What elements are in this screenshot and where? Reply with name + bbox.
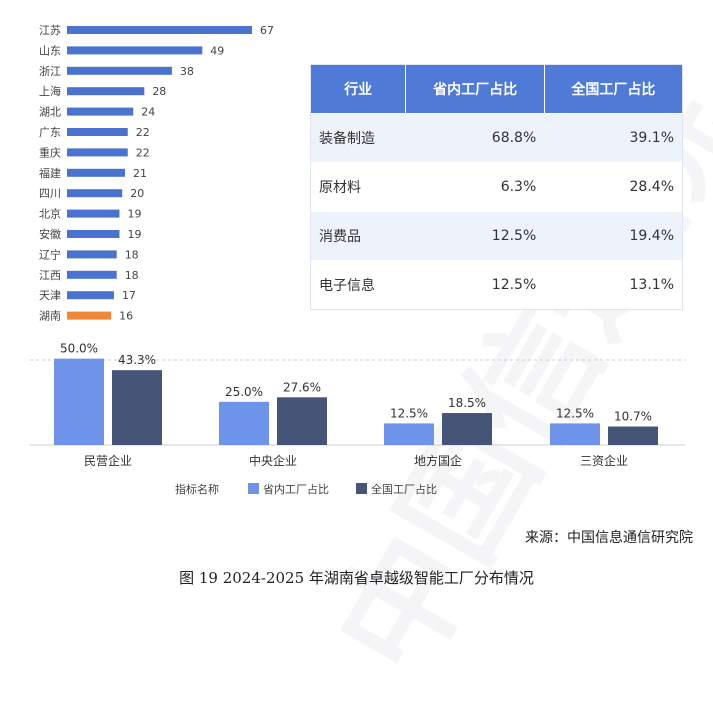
table-header-row: 行业 省内工厂占比 全国工厂占比 (311, 65, 682, 114)
province-value-label: 21 (133, 167, 147, 180)
province-label: 天津 (39, 289, 61, 302)
ownership-bar (384, 423, 434, 445)
province-label: 湖北 (39, 106, 61, 119)
province-value-label: 22 (136, 126, 150, 139)
province-bar (67, 168, 125, 177)
province-label: 浙江 (39, 65, 61, 78)
ownership-value-label: 12.5% (556, 406, 594, 420)
table-column-header: 全国工厂占比 (544, 65, 682, 114)
ownership-bar (219, 401, 269, 445)
province-bar (67, 209, 120, 218)
ownership-value-label: 27.6% (283, 380, 321, 394)
table-cell-industry: 原材料 (311, 162, 406, 212)
ownership-category-label: 中央企业 (249, 453, 297, 468)
province-value-label: 20 (130, 187, 144, 200)
ownership-category-label: 民营企业 (84, 453, 132, 468)
province-label: 安徽 (39, 227, 61, 241)
province-label: 湖南 (39, 310, 61, 323)
ownership-bar (54, 358, 104, 445)
table-cell-value: 39.1% (544, 113, 682, 163)
ownership-value-label: 18.5% (448, 396, 486, 410)
ownership-value-label: 10.7% (614, 410, 652, 424)
table-cell-value: 13.1% (544, 260, 682, 309)
province-bar (67, 87, 145, 96)
ownership-value-label: 25.0% (225, 385, 263, 399)
province-bar (67, 291, 114, 300)
table-cell-industry: 电子信息 (311, 260, 406, 309)
legend-swatch (248, 483, 259, 494)
table-cell-industry: 装备制造 (311, 113, 406, 163)
ownership-bar (277, 397, 327, 445)
legend-label: 省内工厂占比 (263, 482, 329, 496)
province-bar (67, 26, 252, 34)
table-cell-value: 28.4% (544, 162, 682, 212)
legend-title: 指标名称 (175, 482, 219, 496)
table-row: 原材料 6.3% 28.4% (311, 162, 682, 212)
province-bar (67, 148, 128, 157)
table-cell-value: 6.3% (405, 162, 545, 212)
province-value-label: 38 (180, 65, 194, 78)
table-row: 电子信息 12.5% 13.1% (311, 260, 682, 309)
province-label: 上海 (39, 84, 61, 98)
table-cell-value: 68.8% (405, 113, 545, 163)
source-note: 来源：中国信息通信研究院 (525, 530, 693, 546)
industry-table: 行业 省内工厂占比 全国工厂占比 装备制造 68.8% 39.1% 原材料 6.3% 28.4… (310, 64, 683, 310)
province-label: 广东 (39, 126, 61, 139)
legend-label: 全国工厂占比 (371, 482, 437, 496)
ownership-bar (112, 370, 162, 445)
table-cell-value: 12.5% (405, 260, 545, 309)
province-bar (67, 189, 123, 198)
ownership-value-label: 43.3% (118, 353, 156, 367)
province-value-label: 19 (127, 228, 141, 241)
province-value-label: 28 (152, 85, 166, 98)
province-value-label: 49 (210, 44, 224, 57)
ownership-bar (608, 426, 658, 445)
figure-caption: 图 19 2024-2025 年湖南省卓越级智能工厂分布情况 (179, 569, 534, 587)
province-label: 四川 (39, 187, 61, 200)
table-cell-industry: 消费品 (311, 211, 406, 261)
table-cell-value: 19.4% (544, 211, 682, 261)
province-bar (67, 270, 117, 279)
province-bar (67, 66, 172, 75)
province-value-label: 67 (260, 24, 274, 37)
legend-swatch (356, 483, 367, 494)
province-bar (67, 230, 120, 238)
ownership-bar (550, 423, 600, 445)
province-value-label: 18 (125, 269, 139, 282)
province-label: 江西 (39, 269, 61, 282)
province-bar-chart: 江苏 67 山东 49 浙江 38 上海 28 湖北 24 广东 22 重庆 22 福建 21 四川 20 北京 19… (39, 24, 274, 323)
province-value-label: 24 (141, 106, 155, 119)
province-bar (67, 250, 117, 259)
province-value-label: 17 (122, 289, 136, 302)
province-label: 北京 (39, 207, 61, 221)
province-value-label: 19 (127, 208, 141, 221)
province-label: 重庆 (39, 145, 61, 159)
province-value-label: 16 (119, 310, 133, 323)
ownership-value-label: 12.5% (390, 406, 428, 420)
province-label: 江苏 (39, 24, 61, 37)
province-value-label: 18 (125, 248, 139, 261)
table-column-header: 行业 (311, 65, 407, 114)
table-row: 装备制造 68.8% 39.1% (311, 113, 682, 163)
ownership-category-label: 地方国企 (414, 453, 462, 468)
province-bar (67, 311, 112, 320)
table-column-header: 省内工厂占比 (405, 65, 545, 114)
table-row: 消费品 12.5% 19.4% (311, 211, 682, 261)
province-bar (67, 107, 134, 116)
ownership-bar-chart: 50.0% 43.3% 民营企业 25.0% 27.6% 中央企业 12.5% 18.5% 地方… (30, 342, 685, 496)
province-bar (67, 128, 128, 136)
province-label: 福建 (39, 166, 61, 180)
province-label: 辽宁 (39, 247, 61, 261)
ownership-bar (442, 413, 492, 445)
ownership-value-label: 50.0% (60, 342, 98, 356)
province-bar (67, 46, 203, 55)
province-label: 山东 (39, 44, 61, 57)
table-cell-value: 12.5% (405, 211, 545, 261)
ownership-category-label: 三资企业 (580, 453, 628, 468)
province-value-label: 22 (136, 146, 150, 159)
